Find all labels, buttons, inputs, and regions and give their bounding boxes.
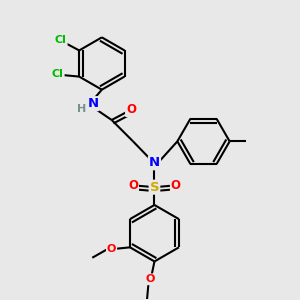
Text: Cl: Cl (52, 69, 64, 79)
Text: O: O (128, 179, 138, 192)
Text: O: O (126, 103, 136, 116)
Text: H: H (77, 104, 87, 114)
Text: O: O (145, 274, 155, 284)
Text: N: N (149, 156, 160, 169)
Text: O: O (107, 244, 116, 254)
Text: O: O (171, 179, 181, 192)
Text: N: N (87, 97, 98, 110)
Text: Cl: Cl (55, 35, 67, 45)
Text: S: S (150, 181, 159, 194)
